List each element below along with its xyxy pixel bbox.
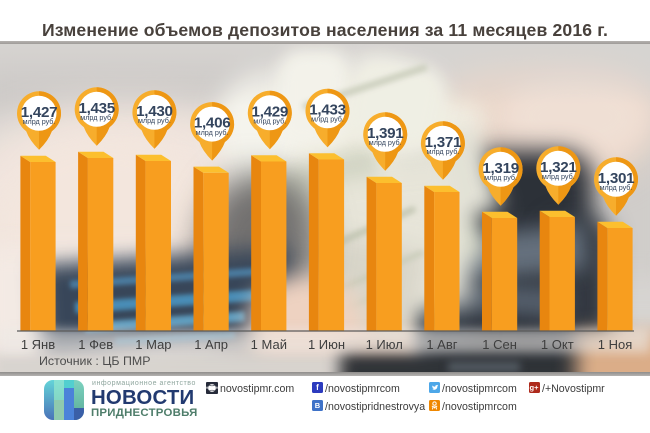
svg-text:млрд руб.: млрд руб. — [311, 115, 344, 124]
svg-text:млрд руб.: млрд руб. — [484, 173, 517, 182]
svg-text:млрд руб.: млрд руб. — [138, 116, 171, 125]
svg-text:1 Фев: 1 Фев — [78, 337, 113, 352]
svg-text:млрд руб.: млрд руб. — [23, 117, 56, 126]
svg-text:1 Ноя: 1 Ноя — [598, 337, 633, 352]
svg-text:1,319: 1,319 — [482, 160, 519, 177]
svg-text:1,301: 1,301 — [598, 170, 635, 187]
svg-text:1,371: 1,371 — [425, 134, 462, 151]
svg-text:млрд руб.: млрд руб. — [80, 113, 113, 122]
svg-text:1,429: 1,429 — [252, 103, 289, 120]
svg-text:1 Май: 1 Май — [251, 337, 287, 352]
svg-text:1,433: 1,433 — [309, 101, 346, 118]
svg-text:1 Сен: 1 Сен — [482, 337, 517, 352]
svg-text:млрд руб.: млрд руб. — [253, 117, 286, 126]
svg-text:1 Авг: 1 Авг — [426, 337, 457, 352]
svg-text:1,427: 1,427 — [21, 104, 58, 121]
svg-text:1 Янв: 1 Янв — [21, 337, 55, 352]
svg-text:1,391: 1,391 — [367, 125, 404, 142]
svg-text:млрд руб.: млрд руб. — [369, 138, 402, 147]
svg-text:млрд руб.: млрд руб. — [542, 172, 575, 181]
svg-text:1,321: 1,321 — [540, 159, 577, 176]
svg-text:1 Апр: 1 Апр — [194, 337, 228, 352]
svg-text:1 Мар: 1 Мар — [135, 337, 171, 352]
svg-text:1 Июн: 1 Июн — [308, 337, 345, 352]
svg-text:1 Июл: 1 Июл — [366, 337, 403, 352]
svg-text:млрд руб.: млрд руб. — [196, 128, 229, 137]
svg-text:1,435: 1,435 — [78, 100, 115, 117]
svg-text:млрд руб.: млрд руб. — [426, 147, 459, 156]
svg-text:1 Окт: 1 Окт — [541, 337, 574, 352]
svg-text:1,430: 1,430 — [136, 103, 173, 120]
svg-text:1,406: 1,406 — [194, 115, 231, 132]
svg-text:млрд руб.: млрд руб. — [600, 183, 633, 192]
